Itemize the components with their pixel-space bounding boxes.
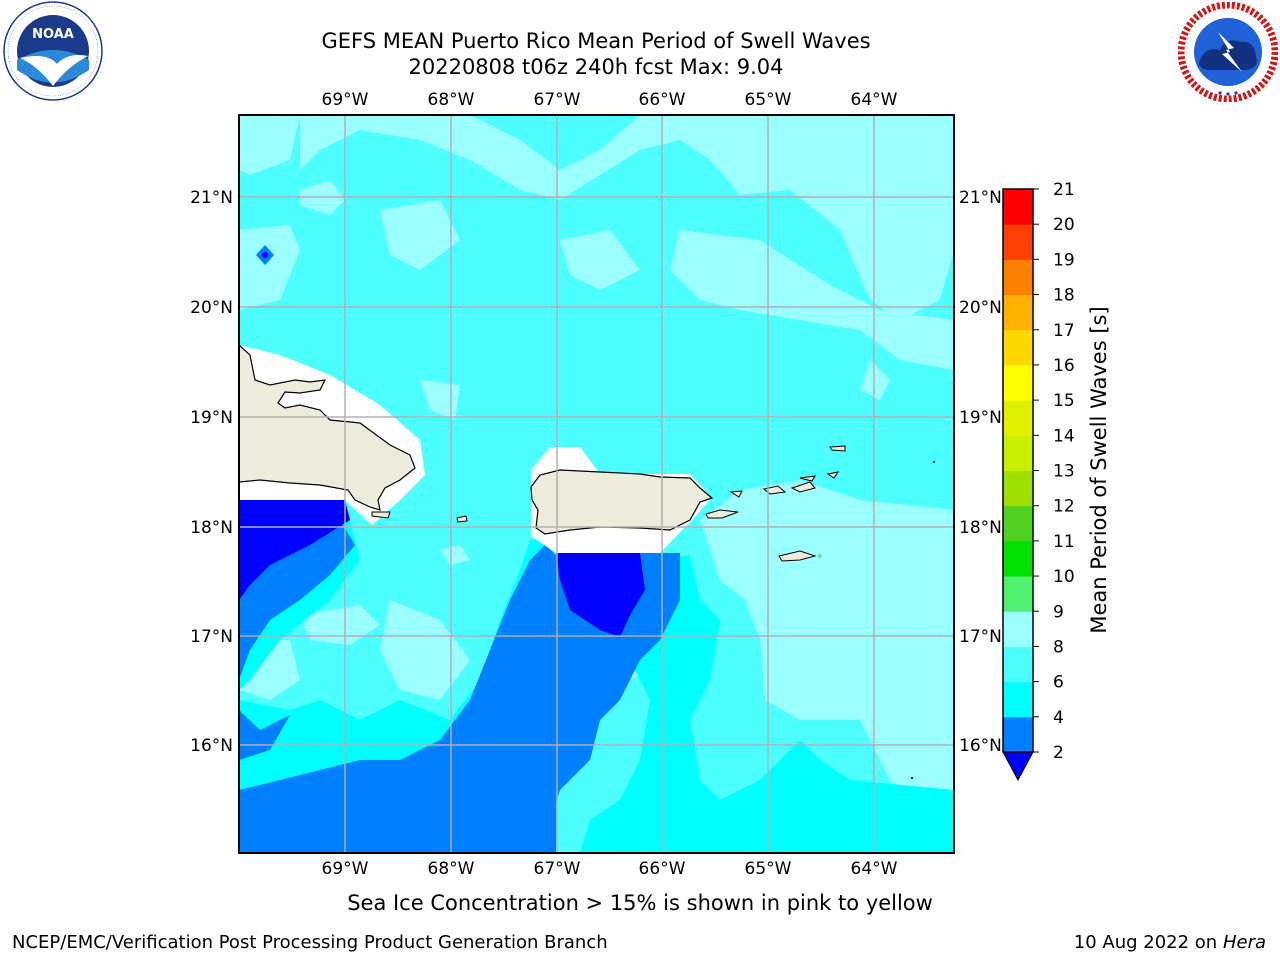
lat-label: 20°N [190, 298, 233, 318]
footer-credit: NCEP/EMC/Verification Post Processing Pr… [12, 932, 608, 953]
colorbar-band [1003, 364, 1033, 401]
colorbar-tick-label: 2 [1053, 743, 1064, 763]
lat-label: 16°N [959, 736, 1002, 756]
lat-label: 17°N [190, 627, 233, 647]
colorbar-tick-label: 10 [1053, 567, 1075, 587]
lon-label: 68°W [428, 859, 475, 879]
colorbar-tick-label: 12 [1053, 497, 1075, 517]
lon-label: 69°W [322, 859, 369, 879]
lon-labels-top: 69°W 68°W 67°W 66°W 65°W 64°W [322, 90, 898, 110]
colorbar-band [1003, 470, 1033, 507]
footer-date-text: 10 Aug 2022 on [1073, 932, 1218, 953]
colorbar-tick-label: 18 [1053, 286, 1075, 306]
colorbar-label: Mean Period of Swell Waves [s] [1087, 306, 1111, 633]
noaa-logo-icon: NOAA [3, 1, 103, 101]
lat-labels-right: 21°N 20°N 19°N 18°N 17°N 16°N [959, 188, 1002, 756]
noaa-logo-text: NOAA [32, 27, 74, 42]
colorbar-band [1003, 611, 1033, 647]
colorbar-tick-label: 13 [1053, 462, 1075, 482]
lat-label: 19°N [190, 408, 233, 428]
lat-label: 17°N [959, 627, 1002, 647]
colorbar-extend-min [1002, 751, 1034, 782]
lon-label: 69°W [322, 90, 369, 110]
lon-label: 67°W [534, 859, 581, 879]
colorbar-tick-label: 19 [1053, 250, 1075, 270]
colorbar-tick-label: 6 [1053, 673, 1064, 693]
lat-label: 16°N [190, 736, 233, 756]
lon-label: 64°W [851, 859, 898, 879]
colorbar-band [1003, 259, 1033, 296]
colorbar-tick-label: 16 [1053, 356, 1075, 376]
colorbar-tick-label: 17 [1053, 321, 1075, 341]
chart-title: GEFS MEAN Puerto Rico Mean Period of Swe… [321, 29, 871, 53]
colorbar-tick-label: 4 [1053, 708, 1064, 728]
lat-label: 18°N [190, 518, 233, 538]
lon-label: 64°W [851, 90, 898, 110]
puerto-rico-landmass [530, 469, 714, 535]
colorbar-band [1003, 716, 1033, 753]
colorbar-band [1003, 576, 1033, 612]
colorbar-band [1003, 540, 1033, 577]
lon-labels-bottom: 69°W 68°W 67°W 66°W 65°W 64°W [322, 859, 898, 879]
colorbar-tick-label: 14 [1053, 426, 1075, 446]
colorbar-tick-label: 15 [1053, 391, 1075, 411]
lat-label: 21°N [190, 188, 233, 208]
lon-label: 65°W [745, 90, 792, 110]
lat-label: 18°N [959, 518, 1002, 538]
lon-label: 68°W [428, 90, 475, 110]
map-frame [238, 114, 955, 854]
lat-label: 21°N [959, 188, 1002, 208]
colorbar-band [1003, 329, 1033, 366]
colorbar-band [1003, 189, 1033, 225]
nws-logo-icon [1178, 2, 1278, 102]
colorbar-tick-label: 8 [1053, 637, 1064, 657]
colorbar-tick-label: 20 [1053, 215, 1075, 235]
chart-subtitle: 20220808 t06z 240h fcst Max: 9.04 [408, 55, 784, 79]
colorbar-band [1003, 505, 1033, 542]
colorbar-tick-label: 21 [1053, 180, 1075, 200]
lat-label: 19°N [959, 408, 1002, 428]
colorbar-band [1003, 646, 1033, 683]
lon-label: 65°W [745, 859, 792, 879]
hispaniola-landmass [239, 344, 416, 511]
lon-label: 66°W [639, 90, 686, 110]
colorbar-band [1003, 224, 1033, 260]
sea-ice-note: Sea Ice Concentration > 15% is shown in … [347, 891, 933, 915]
colorbar-tick-label: 9 [1053, 602, 1064, 622]
colorbar-band [1003, 435, 1033, 471]
colorbar: 2 4 6 8 9 10 11 12 13 14 15 16 17 18 19 20 21 [1002, 180, 1075, 782]
lat-label: 20°N [959, 298, 1002, 318]
colorbar-tick-label: 11 [1053, 532, 1075, 552]
lat-labels-left: 21°N 20°N 19°N 18°N 17°N 16°N [190, 188, 233, 756]
colorbar-band [1003, 400, 1033, 436]
colorbar-band [1003, 294, 1033, 331]
map-gridlines [239, 115, 954, 853]
lon-label: 66°W [639, 859, 686, 879]
swell-period-field [239, 115, 954, 853]
footer-date: 10 Aug 2022 on Hera [1074, 932, 1266, 953]
colorbar-band [1003, 681, 1033, 718]
lon-label: 67°W [534, 90, 581, 110]
footer-host: Hera [1222, 932, 1266, 953]
